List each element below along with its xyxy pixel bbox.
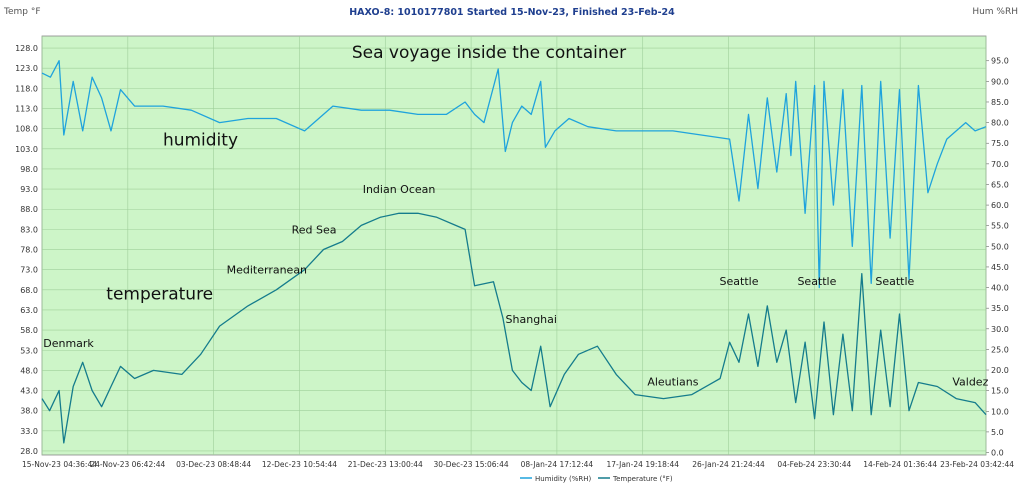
y-left-tick-label: 33.0 (20, 427, 38, 436)
annotation-label: temperature (106, 284, 213, 304)
x-tick-label: 30-Dec-23 15:06:44 (434, 460, 509, 469)
y-left-tick-label: 83.0 (20, 225, 38, 234)
y-left-tick-label: 58.0 (20, 326, 38, 335)
y-left-tick-label: 123.0 (15, 64, 38, 73)
y-left-tick-label: 128.0 (15, 44, 38, 53)
chart-header: Temp °F HAXO-8: 1010177801 Started 15-No… (0, 0, 1024, 22)
x-tick-label: 08-Jan-24 17:12:44 (521, 460, 594, 469)
annotation-label: Valdez (952, 376, 988, 389)
annotation-label: Seattle (720, 275, 759, 288)
y-left-tick-label: 93.0 (20, 185, 38, 194)
annotation-label: Denmark (43, 337, 94, 350)
humidity-series-line (41, 60, 987, 289)
y-left-tick-label: 78.0 (20, 246, 38, 255)
annotation-label: Indian Ocean (363, 183, 436, 196)
y-right-tick-label: 85.0 (991, 98, 1009, 107)
y-right-tick-label: 90.0 (991, 77, 1009, 86)
annotation-label: Mediterranean (227, 264, 307, 277)
annotation-label: humidity (163, 131, 238, 151)
y-right-tick-label: 15.0 (991, 387, 1009, 396)
y-left-tick-label: 118.0 (15, 84, 38, 93)
y-right-tick-label: 75.0 (991, 139, 1009, 148)
y-right-tick-label: 55.0 (991, 222, 1009, 231)
x-tick-label: 14-Feb-24 01:36:44 (863, 460, 937, 469)
annotation-label: Red Sea (292, 223, 337, 236)
x-tick-label: 26-Jan-24 21:24:44 (692, 460, 765, 469)
right-axis-unit: Hum %RH (972, 7, 1018, 17)
y-right-tick-label: 40.0 (991, 284, 1009, 293)
x-tick-label: 21-Dec-23 13:00:44 (348, 460, 423, 469)
y-right-tick-label: 30.0 (991, 325, 1009, 334)
x-tick-label: 12-Dec-23 10:54:44 (262, 460, 337, 469)
y-left-tick-label: 73.0 (20, 266, 38, 275)
y-left-tick-label: 108.0 (15, 125, 38, 134)
x-tick-label: 23-Feb-24 03:42:44 (940, 460, 1014, 469)
y-left-tick-label: 88.0 (20, 205, 38, 214)
y-right-tick-label: 80.0 (991, 119, 1009, 128)
annotation-label: Seattle (875, 275, 914, 288)
y-right-tick-label: 35.0 (991, 304, 1009, 313)
y-right-tick-label: 5.0 (991, 428, 1004, 437)
y-right-tick-label: 50.0 (991, 242, 1009, 251)
y-right-tick-label: 20.0 (991, 366, 1009, 375)
y-left-tick-label: 28.0 (20, 447, 38, 456)
y-left-tick-label: 63.0 (20, 306, 38, 315)
temperature-series-line (41, 212, 987, 444)
x-tick-label: 15-Nov-23 04:36:44 (22, 460, 97, 469)
y-right-tick-label: 10.0 (991, 407, 1009, 416)
y-right-tick-label: 95.0 (991, 57, 1009, 66)
plot-area (41, 35, 987, 456)
y-right-tick-label: 70.0 (991, 160, 1009, 169)
left-axis-unit: Temp °F (4, 7, 41, 17)
y-left-tick-label: 68.0 (20, 286, 38, 295)
y-right-tick-label: 65.0 (991, 180, 1009, 189)
y-left-tick-label: 113.0 (15, 105, 38, 114)
y-left-tick-label: 53.0 (20, 346, 38, 355)
x-tick-label: 24-Nov-23 06:42:44 (90, 460, 165, 469)
y-left-tick-label: 103.0 (15, 145, 38, 154)
y-right-tick-label: 45.0 (991, 263, 1009, 272)
x-tick-label: 03-Dec-23 08:48:44 (176, 460, 251, 469)
annotation-label: Seattle (797, 275, 836, 288)
y-left-tick-label: 38.0 (20, 407, 38, 416)
annotation-label: Aleutians (647, 376, 698, 389)
y-right-tick-label: 60.0 (991, 201, 1009, 210)
legend-label: Temperature (°F) (612, 475, 673, 483)
y-left-tick-label: 48.0 (20, 366, 38, 375)
annotation-label: Sea voyage inside the container (352, 43, 626, 63)
y-left-tick-label: 43.0 (20, 387, 38, 396)
x-tick-label: 17-Jan-24 19:18:44 (606, 460, 679, 469)
y-left-tick-label: 98.0 (20, 165, 38, 174)
x-tick-label: 04-Feb-24 23:30:44 (777, 460, 851, 469)
annotation-label: Shanghai (506, 313, 557, 326)
legend-label: Humidity (%RH) (535, 475, 591, 483)
y-right-tick-label: 25.0 (991, 345, 1009, 354)
chart-title: HAXO-8: 1010177801 Started 15-Nov-23, Fi… (349, 7, 675, 18)
y-right-tick-label: 0.0 (991, 449, 1004, 458)
